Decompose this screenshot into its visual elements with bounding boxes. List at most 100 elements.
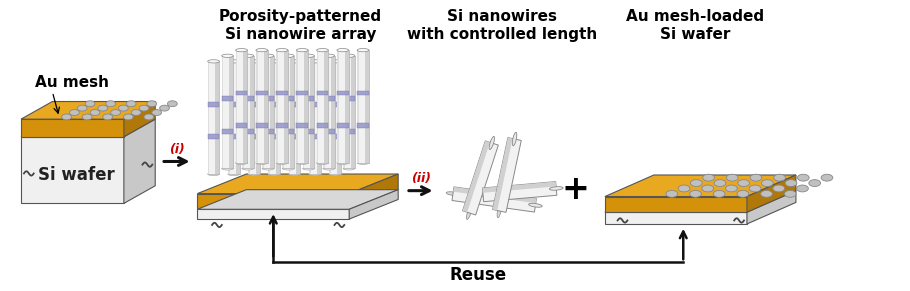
Ellipse shape <box>228 60 239 63</box>
Polygon shape <box>229 56 234 168</box>
Polygon shape <box>197 190 399 209</box>
Polygon shape <box>222 96 234 101</box>
Polygon shape <box>222 129 234 134</box>
Polygon shape <box>605 175 796 196</box>
Polygon shape <box>482 182 557 202</box>
Polygon shape <box>357 91 369 95</box>
Ellipse shape <box>297 49 308 52</box>
Polygon shape <box>236 123 248 128</box>
Ellipse shape <box>256 161 268 164</box>
Polygon shape <box>349 174 399 209</box>
Polygon shape <box>222 56 234 168</box>
Ellipse shape <box>702 185 713 192</box>
Ellipse shape <box>111 110 120 116</box>
Polygon shape <box>284 50 288 163</box>
Ellipse shape <box>512 132 517 146</box>
Ellipse shape <box>343 54 355 57</box>
Polygon shape <box>303 56 305 168</box>
Polygon shape <box>317 61 320 174</box>
Ellipse shape <box>248 172 260 176</box>
Ellipse shape <box>797 174 809 181</box>
Ellipse shape <box>784 190 796 197</box>
Polygon shape <box>365 50 369 163</box>
Polygon shape <box>337 50 349 163</box>
Polygon shape <box>248 102 260 107</box>
Ellipse shape <box>248 60 260 63</box>
Ellipse shape <box>147 101 157 107</box>
Polygon shape <box>262 129 274 134</box>
Polygon shape <box>21 119 124 137</box>
Ellipse shape <box>337 161 349 164</box>
Ellipse shape <box>282 54 294 57</box>
Polygon shape <box>256 61 260 174</box>
Polygon shape <box>357 123 369 128</box>
Polygon shape <box>282 129 294 134</box>
Polygon shape <box>343 96 355 101</box>
Ellipse shape <box>77 105 87 111</box>
Ellipse shape <box>467 206 471 219</box>
Polygon shape <box>268 61 270 174</box>
Polygon shape <box>492 138 521 212</box>
Polygon shape <box>297 50 298 163</box>
Polygon shape <box>308 134 320 139</box>
Polygon shape <box>249 56 254 168</box>
Ellipse shape <box>678 185 690 192</box>
Ellipse shape <box>90 110 100 116</box>
Ellipse shape <box>490 136 494 150</box>
Polygon shape <box>197 194 349 209</box>
Polygon shape <box>329 102 341 107</box>
Polygon shape <box>288 134 300 139</box>
Polygon shape <box>317 91 329 95</box>
Polygon shape <box>452 187 536 212</box>
Polygon shape <box>236 50 238 163</box>
Ellipse shape <box>317 161 329 164</box>
Polygon shape <box>323 56 335 168</box>
Polygon shape <box>349 190 399 219</box>
Polygon shape <box>317 123 329 128</box>
Ellipse shape <box>167 101 177 107</box>
Polygon shape <box>337 61 341 174</box>
Ellipse shape <box>256 49 268 52</box>
Ellipse shape <box>288 60 300 63</box>
Ellipse shape <box>282 167 294 170</box>
Polygon shape <box>207 134 219 139</box>
Ellipse shape <box>308 172 320 176</box>
Polygon shape <box>288 102 300 107</box>
Ellipse shape <box>222 167 234 170</box>
Ellipse shape <box>139 105 149 111</box>
Polygon shape <box>482 182 556 193</box>
Ellipse shape <box>69 110 79 116</box>
Ellipse shape <box>262 167 274 170</box>
Polygon shape <box>216 61 219 174</box>
Polygon shape <box>357 50 359 163</box>
Ellipse shape <box>268 60 280 63</box>
Ellipse shape <box>144 114 154 120</box>
Ellipse shape <box>529 203 542 207</box>
Text: Si nanowires
with controlled length: Si nanowires with controlled length <box>407 9 597 42</box>
Polygon shape <box>242 96 254 101</box>
Polygon shape <box>297 50 308 163</box>
Polygon shape <box>343 129 355 134</box>
Polygon shape <box>605 212 747 224</box>
Ellipse shape <box>106 101 116 107</box>
Polygon shape <box>256 91 268 95</box>
Polygon shape <box>357 50 369 163</box>
Ellipse shape <box>207 172 219 176</box>
Ellipse shape <box>343 167 355 170</box>
Ellipse shape <box>303 54 314 57</box>
Polygon shape <box>242 129 254 134</box>
Polygon shape <box>304 50 308 163</box>
Ellipse shape <box>103 114 113 120</box>
Polygon shape <box>276 50 278 163</box>
Ellipse shape <box>774 174 785 181</box>
Polygon shape <box>268 134 280 139</box>
Text: (i): (i) <box>169 143 185 156</box>
Polygon shape <box>207 102 219 107</box>
Polygon shape <box>282 56 284 168</box>
Polygon shape <box>236 91 248 95</box>
Polygon shape <box>124 119 156 203</box>
Polygon shape <box>242 56 244 168</box>
Ellipse shape <box>159 105 169 111</box>
Ellipse shape <box>126 101 136 107</box>
Polygon shape <box>207 61 219 174</box>
